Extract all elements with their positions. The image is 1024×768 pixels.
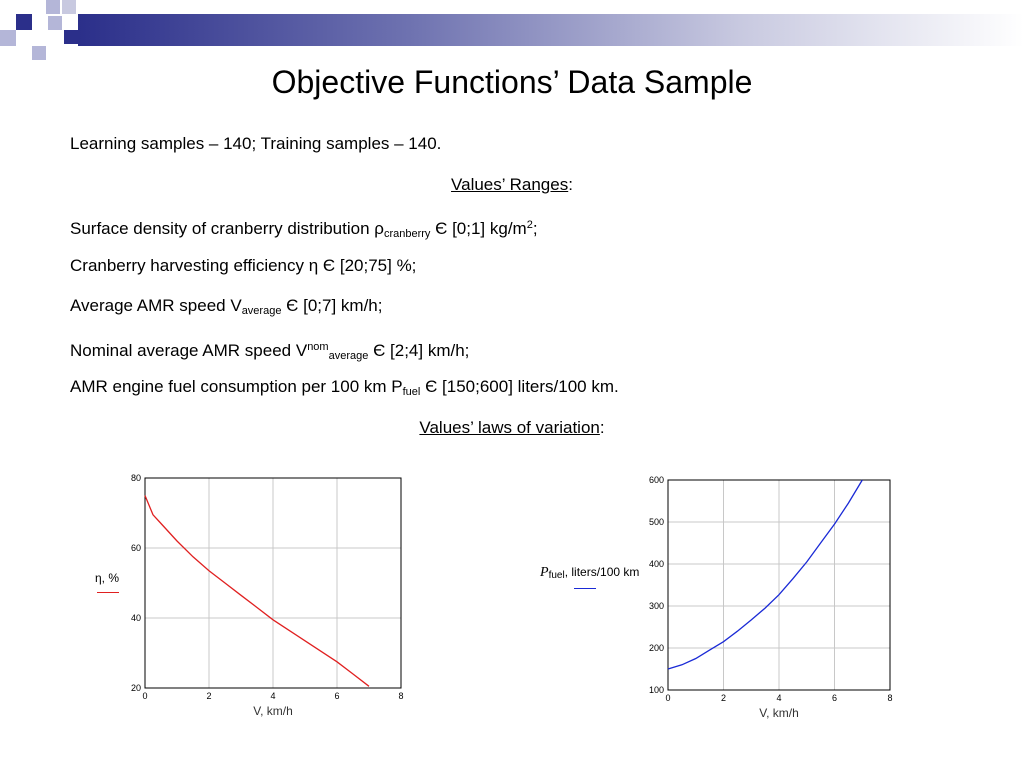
- deco-square: [16, 14, 32, 30]
- efficiency-chart-y-tick-label: 20: [131, 683, 141, 693]
- range-nominal-after: Є [2;4] km/h;: [368, 341, 470, 360]
- fuel-legend-sub: fuel: [548, 570, 565, 581]
- range-nominal-text: Nominal average AMR speed V: [70, 341, 308, 360]
- range-density-sup: 2: [526, 219, 533, 231]
- ranges-heading: Values’ Ranges:: [0, 174, 1024, 196]
- efficiency-chart-y-tick-label: 60: [131, 543, 141, 553]
- efficiency-legend: η, %: [95, 571, 119, 585]
- range-density-end: ;: [532, 219, 538, 238]
- fuel-legend-rest: , liters/100 km: [564, 565, 640, 579]
- efficiency-chart-x-tick-label: 0: [142, 691, 147, 701]
- efficiency-chart-y-tick-label: 40: [131, 613, 141, 623]
- deco-square: [62, 0, 76, 14]
- range-fuel-text: AMR engine fuel consumption per 100 km P: [70, 377, 403, 396]
- fuel-chart-y-tick-label: 200: [649, 643, 664, 653]
- range-speed-text: Average AMR speed V: [70, 296, 242, 315]
- samples-line: Learning samples – 140; Training samples…: [70, 134, 442, 153]
- efficiency-legend-line: [97, 592, 119, 593]
- efficiency-chart-y-tick-label: 80: [131, 473, 141, 483]
- range-speed: Average AMR speed Vaverage Є [0;7] km/h;: [70, 295, 382, 322]
- efficiency-legend-label: η, %: [95, 571, 120, 585]
- fuel-legend-symbol: P: [540, 565, 549, 580]
- range-fuel-sub: fuel: [402, 386, 421, 398]
- page-title: Objective Functions’ Data Sample: [271, 64, 753, 100]
- efficiency-chart-plot-frame: [144, 477, 402, 689]
- deco-square: [46, 0, 60, 14]
- fuel-chart-y-tick-label: 400: [649, 559, 664, 569]
- fuel-legend-line: [574, 588, 596, 589]
- ranges-heading-suffix: :: [568, 175, 573, 194]
- deco-square: [0, 30, 16, 46]
- fuel-chart-y-tick-label: 100: [649, 685, 664, 695]
- range-fuel: AMR engine fuel consumption per 100 km P…: [70, 376, 619, 403]
- laws-heading: Values’ laws of variation:: [0, 417, 1024, 439]
- range-density: Surface density of cranberry distributio…: [70, 214, 538, 245]
- fuel-chart-y-tick-label: 600: [649, 475, 664, 485]
- range-speed-sub: average: [241, 305, 282, 317]
- deco-square: [48, 16, 62, 30]
- efficiency-chart-x-tick-label: 4: [270, 691, 275, 701]
- laws-heading-suffix: :: [599, 418, 605, 437]
- efficiency-chart-x-tick-label: 2: [206, 691, 211, 701]
- efficiency-chart: 0 2 4 6 8 20 40 60 80 V, km/h: [131, 473, 404, 718]
- range-nominal-sup: nom: [307, 341, 329, 353]
- efficiency-chart-x-tick-label: 6: [334, 691, 339, 701]
- fuel-chart-x-tick-label: 0: [665, 693, 670, 703]
- deco-square: [32, 46, 46, 60]
- fuel-legend: Pfuel, liters/100 km: [540, 565, 639, 581]
- efficiency-chart-x-tick-label: 8: [398, 691, 403, 701]
- efficiency-chart-x-axis-label: V, km/h: [253, 704, 293, 718]
- efficiency-chart-series-line: [144, 495, 370, 687]
- fuel-chart-x-tick-label: 6: [832, 693, 837, 703]
- fuel-chart-plot-frame: [667, 479, 891, 691]
- fuel-chart-x-axis-label: V, km/h: [759, 706, 799, 720]
- range-speed-after: Є [0;7] km/h;: [281, 296, 383, 315]
- header-decoration: [0, 0, 1024, 62]
- gradient-bar: [78, 14, 1024, 46]
- range-density-text: Surface density of cranberry distributio…: [70, 219, 384, 238]
- fuel-chart-x-tick-label: 2: [721, 693, 726, 703]
- range-efficiency: Cranberry harvesting efficiency η Є [20;…: [70, 256, 417, 275]
- laws-heading-text: Values’ laws of variation: [419, 418, 600, 437]
- range-density-sub: cranberry: [383, 228, 431, 240]
- deco-square: [64, 30, 78, 44]
- fuel-chart: 0 2 4 6 8 100 200 300 400 500 600 V, km/h: [649, 475, 893, 720]
- range-density-after: Є [0;1] kg/m: [430, 219, 527, 238]
- fuel-chart-x-tick-label: 8: [887, 693, 892, 703]
- range-nominal-speed: Nominal average AMR speed Vnomaverage Є …: [70, 336, 469, 367]
- fuel-chart-series-line: [667, 479, 863, 670]
- fuel-chart-y-tick-label: 500: [649, 517, 664, 527]
- fuel-chart-x-tick-label: 4: [776, 693, 781, 703]
- ranges-heading-text: Values’ Ranges: [451, 175, 569, 194]
- range-fuel-after: Є [150;600] liters/100 km.: [420, 377, 619, 396]
- deco-square: [0, 0, 16, 16]
- range-nominal-sub: average: [328, 350, 369, 362]
- fuel-chart-y-tick-label: 300: [649, 601, 664, 611]
